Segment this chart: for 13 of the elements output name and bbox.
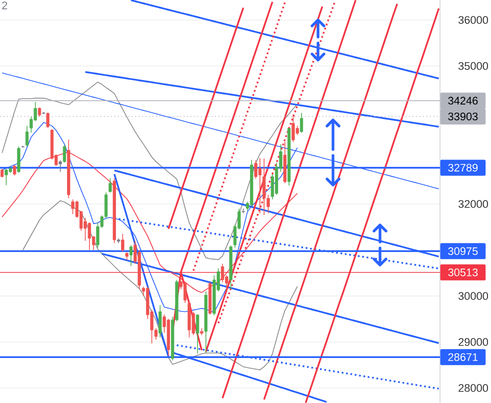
ref-line-label: 32789 <box>448 164 478 172</box>
ref-line-label: 30513 <box>448 268 478 276</box>
y-tick-label: 35000 <box>458 62 488 70</box>
y-tick-label: 32000 <box>458 200 488 208</box>
ref-line-label: 33903 <box>448 112 478 120</box>
y-tick-label: 36000 <box>458 16 488 24</box>
y-tick-label: 28000 <box>458 384 488 392</box>
annotation: 2 <box>2 2 8 10</box>
y-tick-label: 29000 <box>458 338 488 346</box>
ref-line-label: 30975 <box>448 247 478 256</box>
y-tick-label: 30000 <box>458 292 488 300</box>
ref-line-label: 28671 <box>448 353 478 362</box>
ref-line-label: 34246 <box>448 96 478 105</box>
